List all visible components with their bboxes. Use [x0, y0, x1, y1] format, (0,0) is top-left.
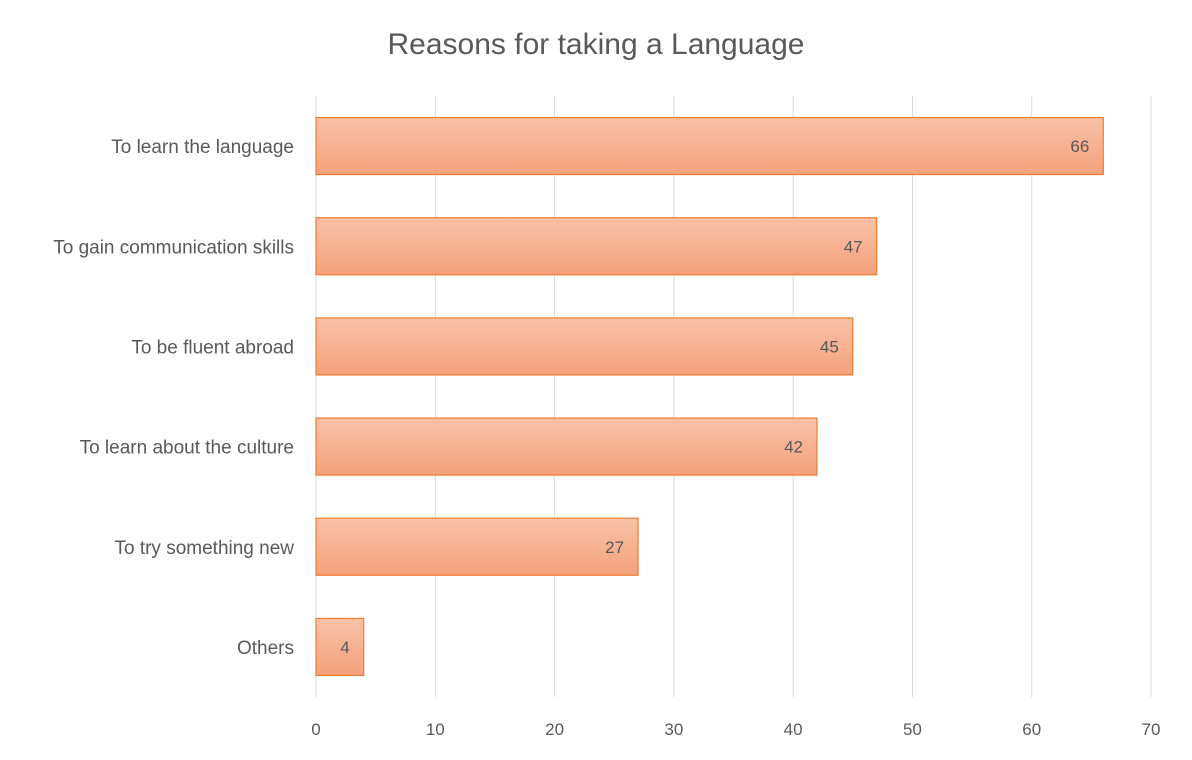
bar [315, 217, 878, 276]
data-label: 4 [340, 638, 349, 657]
chart-title: Reasons for taking a Language [388, 28, 805, 61]
category-label: To learn about the culture [80, 438, 294, 459]
bar [315, 617, 365, 677]
x-tick-label: 40 [784, 720, 803, 739]
bar [315, 317, 854, 376]
bar [315, 517, 639, 576]
x-tick-label: 60 [1022, 720, 1041, 739]
gridlines [315, 96, 1152, 697]
data-label: 27 [605, 538, 624, 557]
x-tick-label: 0 [311, 720, 320, 739]
bars: 66 47 45 42 27 4 [315, 116, 1104, 677]
category-labels: To learn the language To gain communicati… [53, 137, 294, 659]
data-label: 66 [1070, 137, 1089, 156]
x-tick-label: 20 [545, 720, 564, 739]
x-tick-label: 70 [1142, 720, 1161, 739]
category-label: To learn the language [111, 137, 294, 158]
category-label: To gain communication skills [53, 237, 294, 258]
category-label: To try something new [114, 538, 294, 559]
category-label: To be fluent abroad [131, 337, 294, 358]
data-label: 45 [820, 337, 839, 356]
bar [315, 116, 1104, 176]
bar [315, 417, 818, 476]
data-label: 42 [784, 438, 803, 457]
category-label: Others [237, 638, 294, 659]
data-label: 47 [844, 237, 863, 256]
x-axis-tick-labels: 0 10 20 30 40 50 60 70 [311, 720, 1160, 739]
x-tick-label: 10 [426, 720, 445, 739]
x-tick-label: 30 [664, 720, 683, 739]
x-tick-label: 50 [903, 720, 922, 739]
